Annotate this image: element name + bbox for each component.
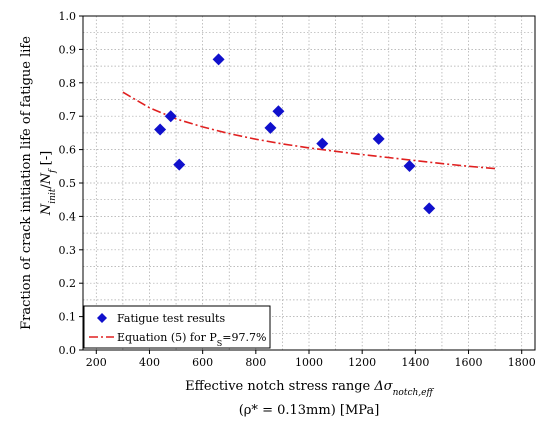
y-axis-slash: / (39, 184, 54, 189)
x-axis-title-symbol: Δσ (373, 379, 393, 394)
data-point (316, 137, 329, 150)
y-axis-n-init-sub: init (48, 188, 58, 204)
y-tick-label: 0.3 (59, 244, 77, 257)
y-tick-label: 0.2 (59, 277, 77, 290)
legend-label-fatigue-test-results: Fatigue test results (117, 312, 225, 325)
grid-lines (83, 16, 535, 350)
data-point (264, 121, 277, 134)
y-tick-label: 0.7 (59, 110, 77, 123)
x-tick-label: 1800 (508, 356, 536, 369)
y-tick-label: 0.1 (59, 311, 77, 324)
y-axis-n-init: N (39, 203, 54, 216)
legend: Fatigue test results Equation (5) for PS… (83, 305, 271, 349)
y-axis-n-f-sub: f (48, 168, 58, 174)
x-tick-label: 400 (139, 356, 160, 369)
x-tick-label: 200 (86, 356, 107, 369)
x-tick-label: 800 (245, 356, 266, 369)
x-axis-title: Effective notch stress range Δσnotch,eff (185, 379, 434, 398)
x-axis-title-main: Effective notch stress range (185, 379, 374, 394)
series-layer (122, 53, 496, 215)
data-point (372, 132, 385, 145)
data-point (173, 158, 186, 171)
legend-label-equation-prefix: Equation (5) for P (117, 331, 217, 344)
x-tick-label: 600 (192, 356, 213, 369)
legend-box (83, 305, 271, 349)
x-tick-label: 1400 (401, 356, 429, 369)
y-tick-label: 0.8 (59, 77, 77, 90)
data-point (403, 159, 416, 172)
y-tick-label: 1.0 (59, 10, 77, 23)
data-point (272, 105, 285, 118)
legend-label-equation-suffix: =97.7% (222, 331, 266, 344)
y-tick-label: 0.6 (59, 144, 77, 157)
x-tick-label: 1600 (455, 356, 483, 369)
y-axis-title-line1: Fraction of crack initiation life of fat… (19, 36, 34, 330)
legend-label-equation-sub: S (217, 339, 222, 348)
data-point (164, 110, 177, 123)
y-tick-label: 0.5 (59, 177, 77, 190)
x-tick-label: 1000 (295, 356, 323, 369)
y-tick-label: 0.0 (59, 344, 77, 357)
legend-label-equation: Equation (5) for PS=97.7% (117, 331, 266, 348)
x-axis-title-subscript: notch,eff (393, 388, 435, 398)
y-tick-label: 0.9 (59, 43, 77, 56)
y-axis-title-line2: Ninit/Nf [-] (39, 151, 58, 216)
axis-ticks: 200 400 600 800 1000 1200 1400 1600 1800 0.0 0.1 0.… (59, 10, 536, 369)
equation-curve (122, 91, 496, 170)
x-tick-label: 1200 (348, 356, 376, 369)
data-point (423, 202, 436, 215)
y-axis-unit: [-] (39, 151, 54, 170)
y-axis-n-f: N (39, 172, 54, 185)
data-point (212, 53, 225, 66)
data-point (154, 123, 167, 136)
legend-diamond-marker-icon (97, 313, 107, 323)
x-axis-title-line2: (ρ* = 0.13mm) [MPa] (239, 403, 380, 418)
y-tick-label: 0.4 (59, 210, 77, 223)
